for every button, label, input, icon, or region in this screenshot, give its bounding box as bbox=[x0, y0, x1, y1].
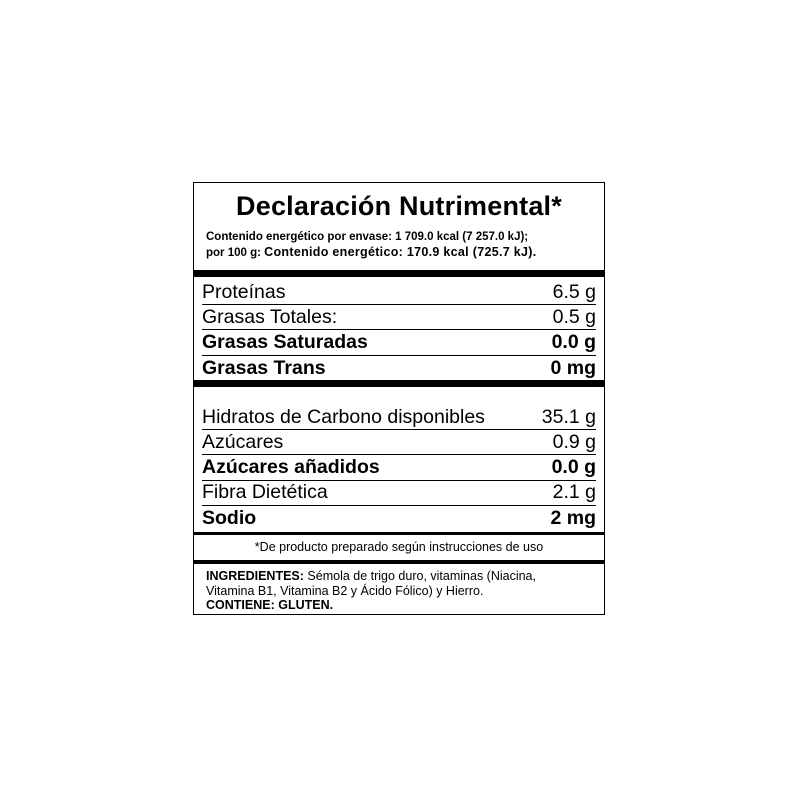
energy-per-100g: por 100 g: Contenido energético: 170.9 k… bbox=[206, 245, 537, 259]
nutrient-name: Grasas Totales: bbox=[202, 305, 338, 328]
nutrient-value: 0 mg bbox=[550, 356, 596, 379]
divider bbox=[194, 560, 604, 564]
nutrient-name: Sodio bbox=[202, 507, 257, 530]
nutrient-row: Azúcares 0.9 g bbox=[202, 430, 596, 456]
nutrient-name: Hidratos de Carbono disponibles bbox=[202, 405, 485, 428]
nutrient-value: 0.5 g bbox=[552, 305, 596, 328]
nutrient-value: 6.5 g bbox=[552, 280, 596, 303]
divider-thick bbox=[194, 270, 604, 277]
nutrient-name: Grasas Saturadas bbox=[202, 331, 368, 354]
nutrient-value: 0.9 g bbox=[552, 430, 596, 453]
nutrient-name: Fibra Dietética bbox=[202, 481, 328, 504]
nutrition-label: Declaración Nutrimental* Contenido energ… bbox=[193, 182, 605, 615]
nutrient-row: Fibra Dietética 2.1 g bbox=[202, 481, 596, 506]
label-title: Declaración Nutrimental* bbox=[236, 191, 562, 221]
nutrient-name: Azúcares bbox=[202, 430, 284, 453]
nutrient-row: Proteínas 6.5 g bbox=[202, 280, 596, 305]
nutrient-value: 35.1 g bbox=[541, 405, 596, 428]
nutrient-value: 2 mg bbox=[550, 507, 596, 530]
energy-per-package: Contenido energético por envase: 1 709.0… bbox=[206, 231, 529, 243]
nutrient-row: Hidratos de Carbono disponibles 35.1 g bbox=[202, 405, 596, 430]
nutrient-row: Sodio 2 mg bbox=[202, 506, 596, 531]
nutrient-row: Grasas Saturadas 0.0 g bbox=[202, 331, 596, 356]
nutrient-row: Grasas Totales: 0.5 g bbox=[202, 305, 596, 331]
nutrient-name: Azúcares añadidos bbox=[202, 456, 380, 479]
ingredients: INGREDIENTES: Sémola de trigo duro, vita… bbox=[206, 569, 536, 612]
nutrient-name: Proteínas bbox=[202, 280, 286, 303]
nutrient-row: Azúcares añadidos 0.0 g bbox=[202, 456, 596, 481]
footnote: *De producto preparado según instruccion… bbox=[254, 540, 544, 554]
nutrient-value: 0.0 g bbox=[551, 456, 596, 479]
energy-content: Contenido energético por envase: 1 709.0… bbox=[206, 230, 536, 261]
nutrient-value: 2.1 g bbox=[552, 481, 596, 504]
divider bbox=[194, 532, 604, 535]
divider-thick bbox=[194, 380, 604, 387]
nutrient-value: 0.0 g bbox=[551, 331, 596, 354]
nutrient-row: Grasas Trans 0 mg bbox=[202, 356, 596, 381]
nutrient-name: Grasas Trans bbox=[202, 356, 326, 379]
